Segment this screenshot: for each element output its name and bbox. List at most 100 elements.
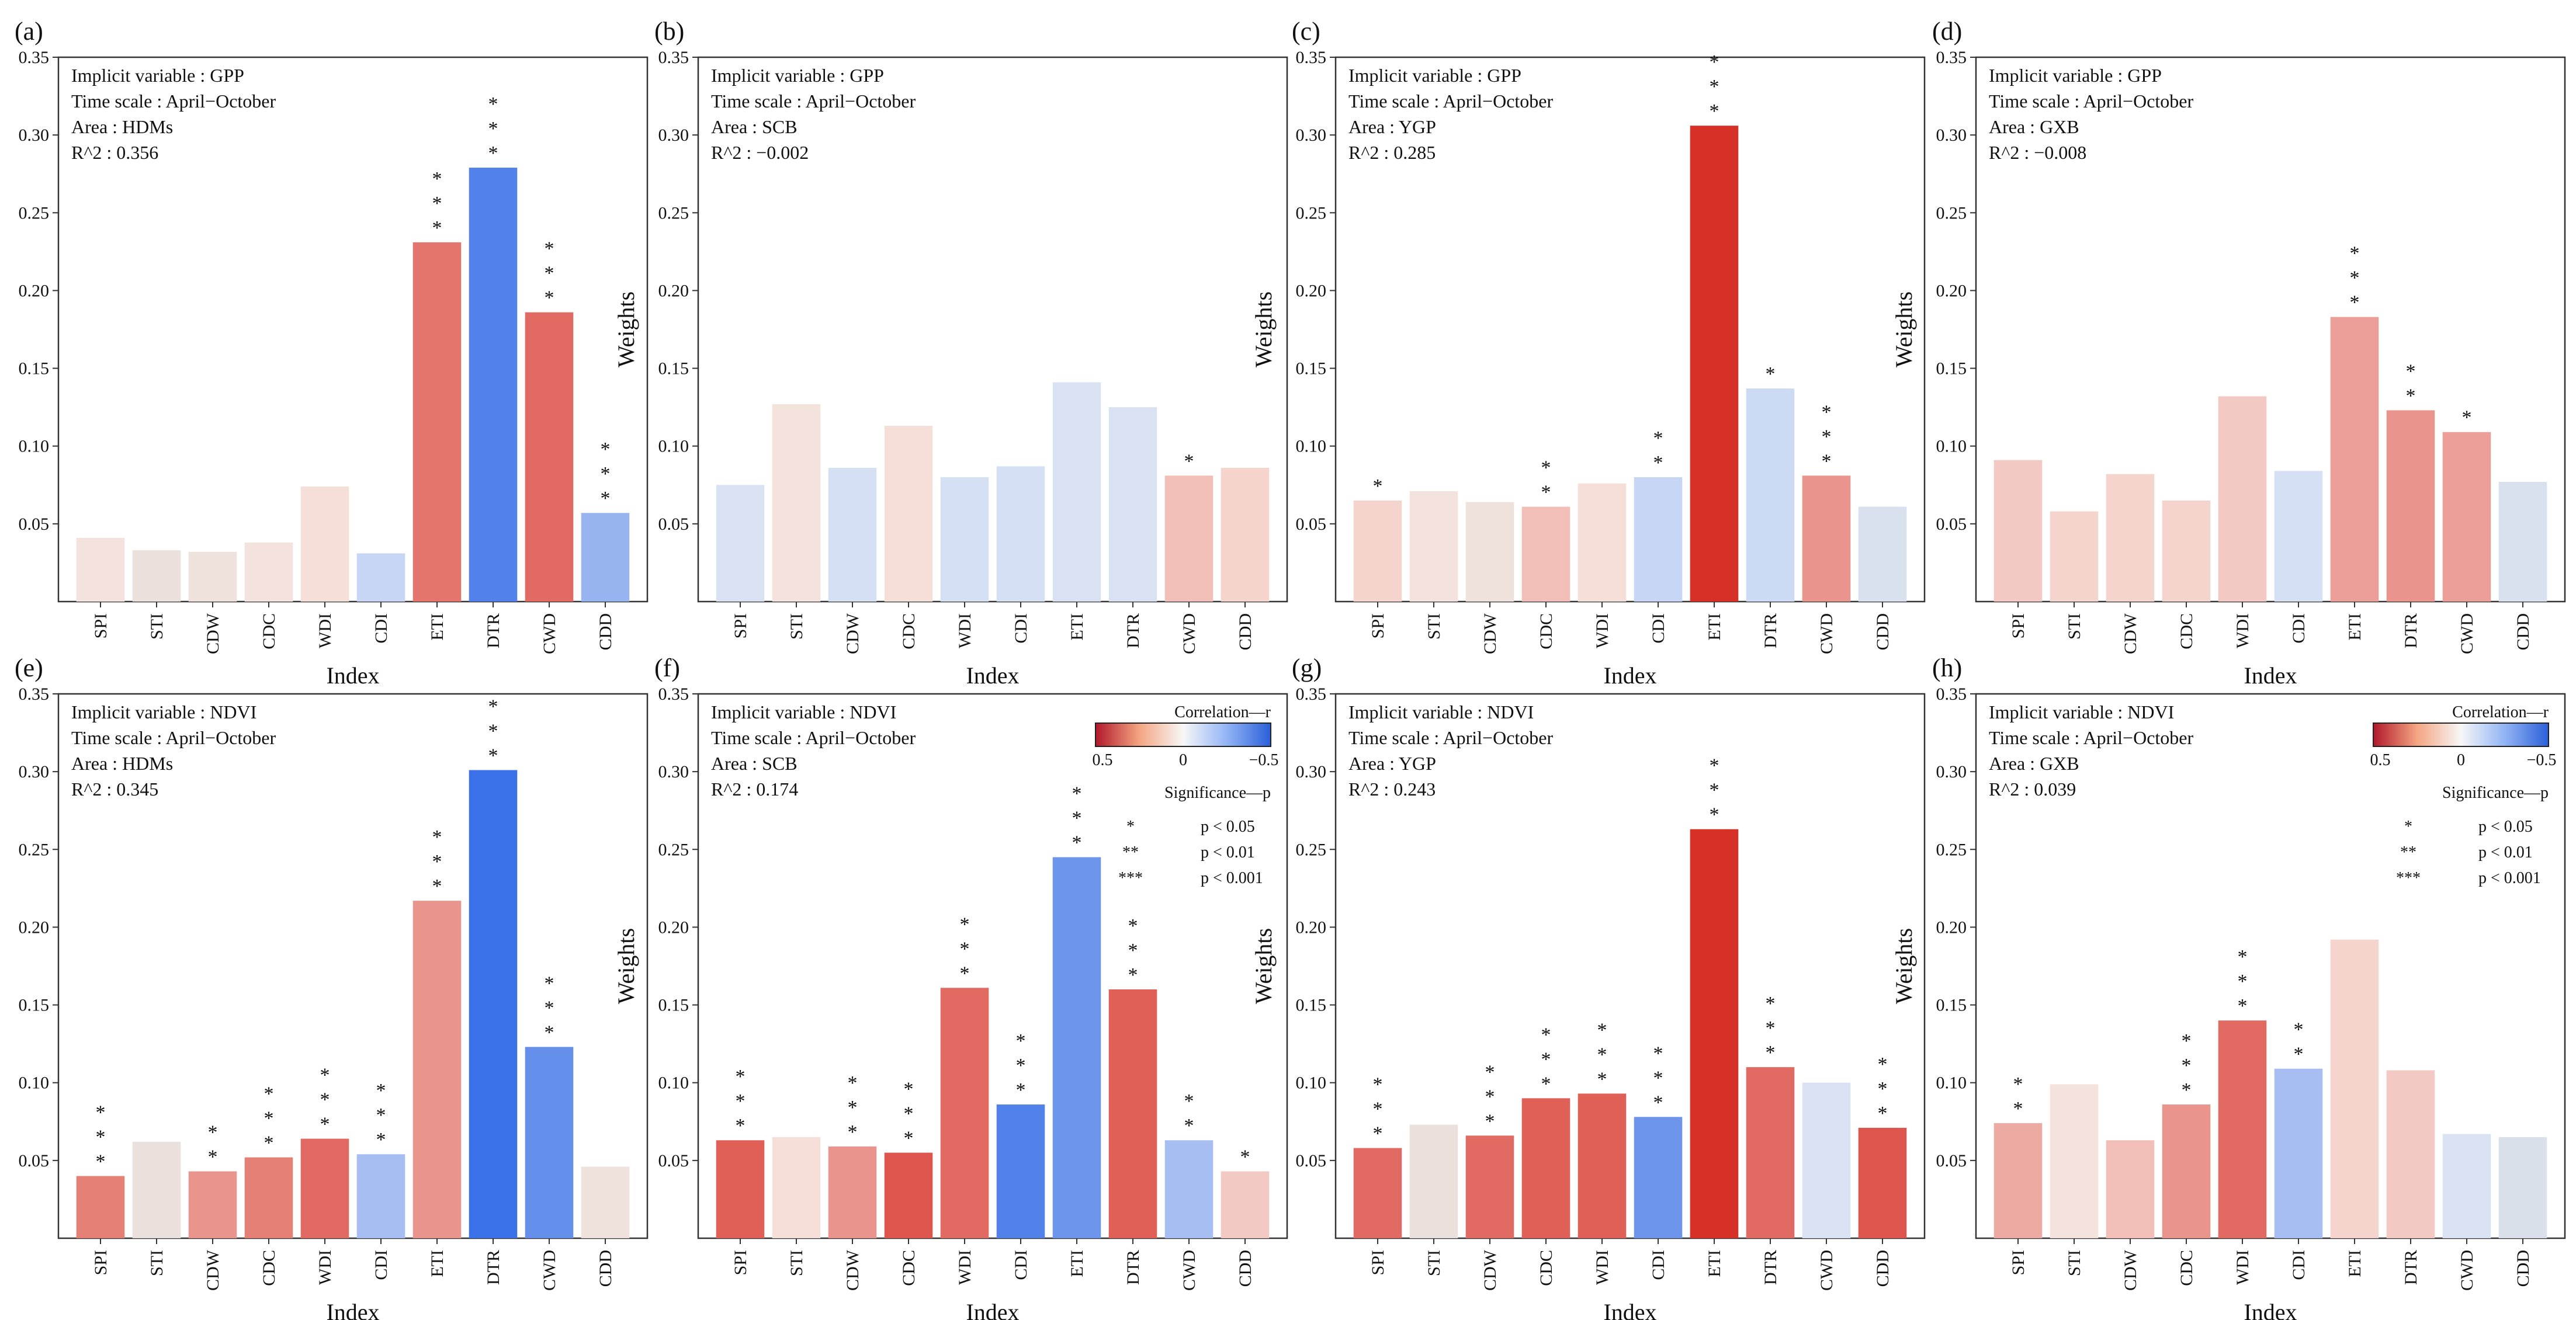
y-tick-label: 0.10	[658, 1074, 689, 1093]
significance-star: *	[1541, 482, 1551, 503]
y-axis-label: Weights	[1891, 291, 1917, 367]
y-tick-label: 0.30	[1936, 762, 1967, 781]
significance-star: *	[2013, 1074, 2023, 1095]
significance-star: *	[2182, 1030, 2192, 1052]
panel-label: (b)	[654, 17, 684, 46]
x-tick-label: WDI	[1593, 1250, 1612, 1285]
x-tick-label: STI	[787, 613, 806, 640]
bar-dtr	[2386, 1070, 2435, 1238]
x-tick-label: CDC	[1537, 613, 1556, 649]
y-tick-label: 0.30	[1936, 126, 1967, 145]
significance-star: *	[96, 1151, 106, 1172]
x-tick-label: CDD	[596, 1250, 615, 1287]
significance-star: *	[432, 826, 442, 848]
x-tick-label: SPI	[2009, 1250, 2028, 1275]
significance-star: *	[848, 1121, 858, 1143]
significance-star: *	[96, 1102, 106, 1123]
colorbar-tick-label: −0.5	[2527, 751, 2557, 769]
y-tick-label: 0.15	[1936, 359, 1967, 378]
significance-star: *	[1878, 1078, 1888, 1100]
x-tick-label: SPI	[91, 613, 110, 638]
colorbar-tick-label: 0	[2457, 751, 2465, 769]
significance-star: *	[1184, 450, 1194, 472]
significance-star: *	[545, 1022, 554, 1043]
bar-sti	[1409, 491, 1458, 602]
significance-mark: *	[1126, 818, 1135, 836]
y-axis-label: Weights	[613, 291, 639, 367]
bar-cwd	[1164, 1140, 1214, 1238]
y-tick-label: 0.35	[1296, 48, 1327, 67]
significance-star: *	[601, 463, 611, 485]
significance-star: *	[1541, 1024, 1551, 1045]
y-tick-label: 0.15	[1296, 996, 1327, 1015]
y-tick-label: 0.20	[1936, 918, 1967, 937]
x-tick-label: CWD	[540, 1250, 559, 1291]
significance-star: *	[1597, 1044, 1607, 1065]
significance-star: *	[264, 1083, 274, 1105]
y-tick-label: 0.15	[658, 996, 689, 1015]
bar-cwd	[525, 312, 574, 602]
bar-cdd	[581, 1166, 630, 1238]
bar-cdd	[1858, 1127, 1907, 1238]
axes-frame	[57, 693, 649, 1239]
y-tick-label: 0.35	[19, 48, 50, 67]
x-tick-label: STI	[2065, 1250, 2084, 1276]
significance-star: *	[1184, 1090, 1194, 1112]
bar-dtr	[1108, 989, 1157, 1238]
bar-eti	[412, 901, 462, 1238]
significance-star: *	[376, 1129, 386, 1151]
bar-cdd	[1221, 467, 1270, 602]
bar-cdd	[2498, 1137, 2547, 1238]
significance-star: *	[848, 1072, 858, 1094]
y-tick-label: 0.35	[1936, 48, 1967, 67]
bar-cdd	[1858, 506, 1907, 602]
significance-title: Significance—p	[1164, 784, 1271, 802]
info-implicit-variable: Implicit variable : NDVI	[711, 701, 896, 722]
significance-star: *	[1766, 993, 1776, 1015]
x-tick-label: CDC	[899, 1250, 918, 1286]
bar-eti	[1052, 382, 1101, 602]
panel-label: (a)	[15, 17, 43, 46]
y-tick-label: 0.25	[19, 840, 50, 859]
x-tick-label: DTR	[1124, 613, 1143, 648]
bar-cdw	[188, 551, 237, 602]
significance-star: *	[1766, 1042, 1776, 1064]
y-tick-label: 0.10	[1296, 437, 1327, 456]
significance-star: *	[1072, 832, 1082, 854]
y-tick-label: 0.35	[19, 685, 50, 704]
bar-eti	[412, 242, 462, 602]
x-tick-label: CDI	[1649, 613, 1668, 644]
significance-star: *	[1485, 1061, 1495, 1083]
x-tick-label: DTR	[1124, 1250, 1143, 1285]
x-tick-label: CDD	[2513, 1250, 2533, 1287]
x-tick-label: ETI	[1705, 613, 1724, 641]
y-tick-label: 0.30	[19, 126, 50, 145]
significance-star: *	[1541, 457, 1551, 479]
chart-panel-a: (a) 0.05 0.10 0.15 0.20 0.25 0.30 0.35 Weights SP…	[15, 17, 649, 689]
axes-frame	[697, 693, 1288, 1239]
y-tick-label: 0.10	[19, 437, 50, 456]
significance-star: *	[320, 1089, 330, 1111]
x-tick-label: WDI	[316, 613, 335, 648]
bar-cdd	[2498, 481, 2547, 602]
y-tick-label: 0.15	[1296, 359, 1327, 378]
significance-star: *	[736, 1115, 746, 1137]
axes-frame	[1334, 56, 1926, 603]
x-tick-label: CWD	[540, 613, 559, 654]
y-tick-label: 0.35	[658, 685, 689, 704]
x-axis-label: Index	[326, 1299, 379, 1320]
bar-spi	[1993, 1123, 2043, 1238]
panel-label: (g)	[1292, 654, 1322, 682]
significance-star: *	[96, 1126, 106, 1148]
x-tick-label: STI	[147, 1250, 167, 1276]
x-tick-label: ETI	[1067, 613, 1087, 641]
x-tick-label: STI	[1424, 1250, 1444, 1276]
x-tick-label: CDD	[596, 613, 615, 650]
significance-star: *	[488, 93, 498, 115]
y-tick-label: 0.25	[1936, 840, 1967, 859]
significance-star: *	[376, 1080, 386, 1102]
chart-panel-c: (c) 0.05 0.10 0.15 0.20 0.25 0.30 0.35 Weights SP…	[1250, 17, 1926, 689]
axes-frame	[697, 56, 1288, 603]
y-tick-label: 0.10	[658, 437, 689, 456]
colorbar-tick-label: 0.5	[2370, 751, 2391, 769]
